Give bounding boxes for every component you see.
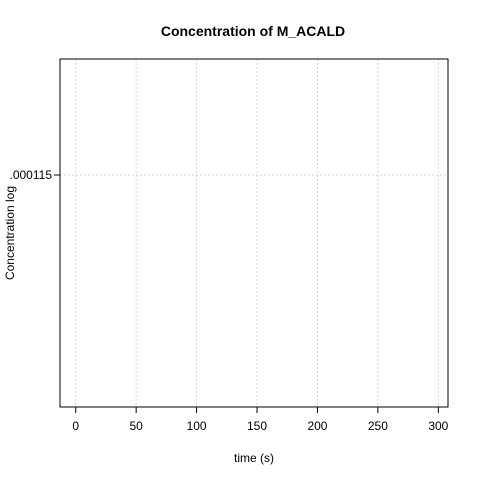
x-tick-label: 150 [247, 419, 267, 433]
y-tick-label: .000115 [10, 168, 53, 182]
plot-frame [59, 58, 449, 408]
x-axis: 0 50 100 150 200 250 300 [72, 407, 449, 433]
y-axis-label: Concentration log [3, 186, 17, 280]
y-axis: .000115.000120.000125.000130.000135.0001… [10, 168, 60, 182]
x-tick-label: 50 [129, 419, 143, 433]
x-tick-label: 200 [307, 419, 327, 433]
x-tick-label: 250 [368, 419, 388, 433]
x-tick-label: 0 [72, 419, 79, 433]
x-axis-label: time (s) [234, 451, 274, 465]
grid [60, 59, 448, 407]
x-tick-label: 100 [187, 419, 207, 433]
x-tick-label: 300 [428, 419, 448, 433]
chart-title: Concentration of M_ACALD [161, 23, 345, 39]
